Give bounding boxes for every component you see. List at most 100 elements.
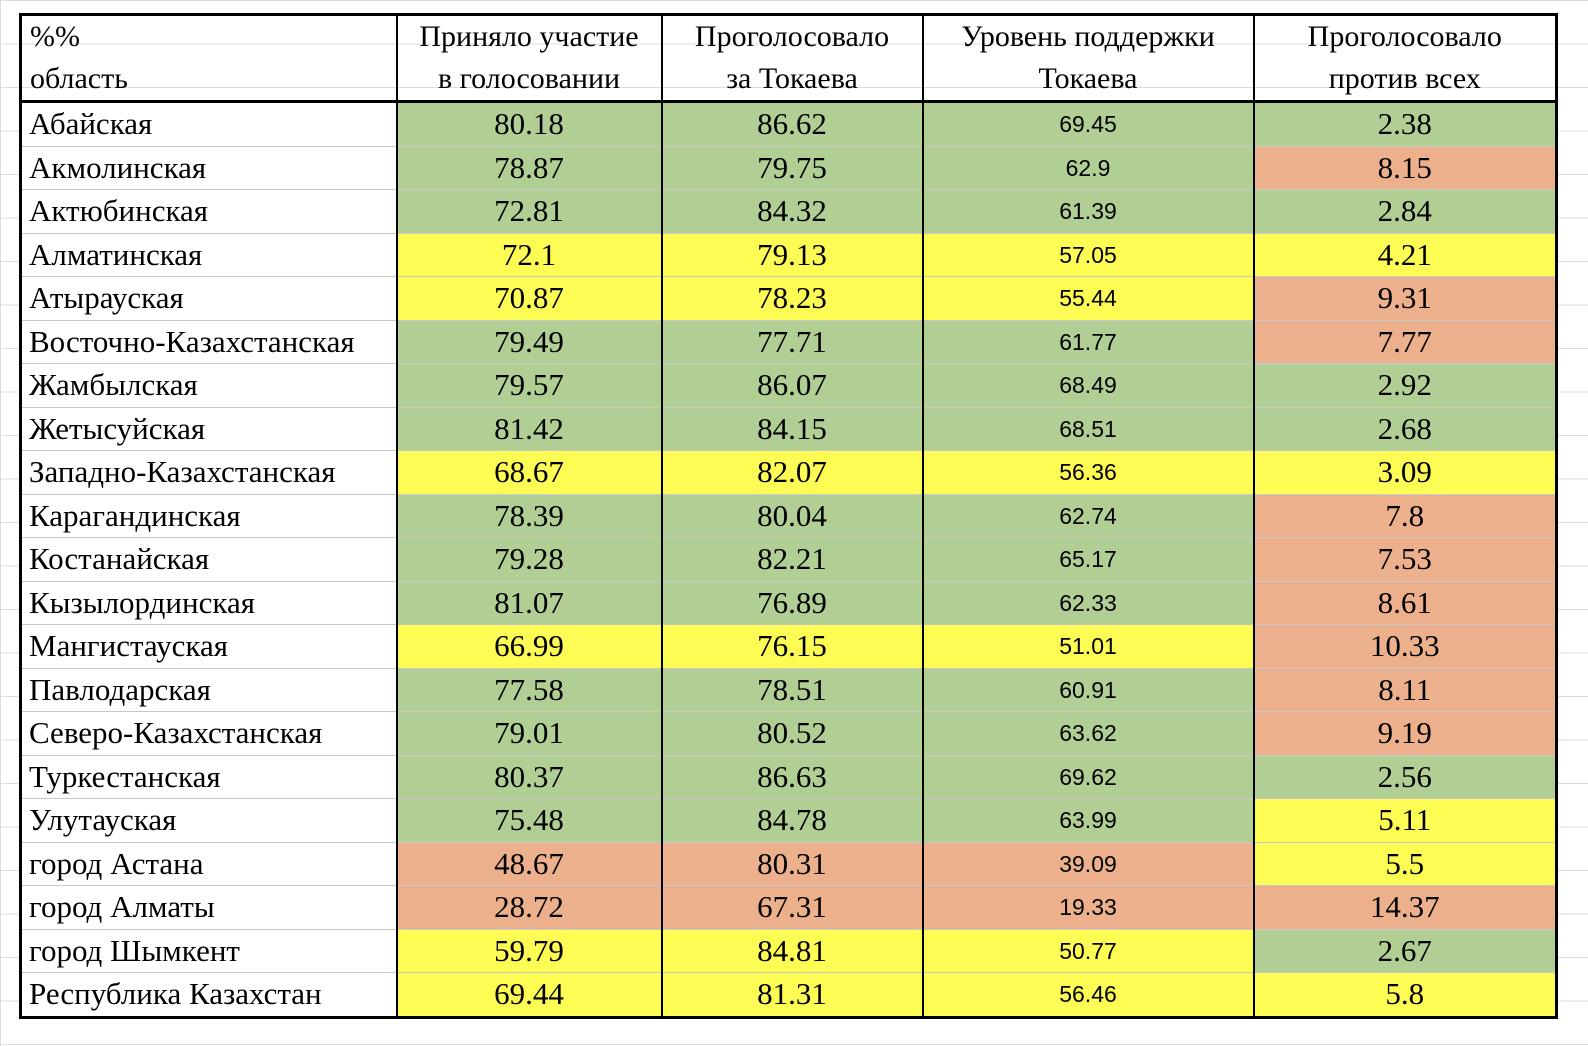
cell-voted-tokayev[interactable]: 82.21 <box>660 537 924 582</box>
cell-against-all[interactable]: 2.92 <box>1252 363 1558 408</box>
cell-region[interactable]: Республика Казахстан <box>19 972 398 1017</box>
cell-voted-tokayev[interactable]: 76.15 <box>660 624 924 669</box>
cell-turnout[interactable]: 72.1 <box>395 233 663 277</box>
cell-voted-tokayev[interactable]: 84.15 <box>660 407 924 451</box>
cell-support-level[interactable]: 62.9 <box>921 146 1255 190</box>
cell-voted-tokayev[interactable]: 78.23 <box>660 276 924 321</box>
cell-support-level[interactable]: 68.51 <box>921 407 1255 451</box>
cell-voted-tokayev[interactable]: 79.75 <box>660 146 924 190</box>
cell-support-level[interactable]: 61.39 <box>921 189 1255 234</box>
cell-region[interactable]: Мангистауская <box>19 624 398 669</box>
cell-against-all[interactable]: 5.11 <box>1252 798 1558 843</box>
cell-region[interactable]: Жетысуйская <box>19 407 398 451</box>
cell-turnout[interactable]: 79.49 <box>395 320 663 364</box>
cell-against-all[interactable]: 2.38 <box>1252 101 1558 147</box>
cell-support-level[interactable]: 60.91 <box>921 668 1255 712</box>
cell-against-all[interactable]: 8.15 <box>1252 146 1558 190</box>
cell-turnout[interactable]: 77.58 <box>395 668 663 712</box>
header-turnout[interactable]: Приняло участие в голосовании <box>395 14 663 103</box>
cell-against-all[interactable]: 5.5 <box>1252 842 1558 886</box>
cell-turnout[interactable]: 28.72 <box>395 885 663 930</box>
cell-region[interactable]: Абайская <box>19 101 398 147</box>
cell-region[interactable]: Жамбылская <box>19 363 398 408</box>
cell-support-level[interactable]: 62.74 <box>921 494 1255 538</box>
cell-turnout[interactable]: 59.79 <box>395 929 663 973</box>
cell-turnout[interactable]: 75.48 <box>395 798 663 843</box>
cell-voted-tokayev[interactable]: 81.31 <box>660 972 924 1017</box>
cell-region[interactable]: Костанайская <box>19 537 398 582</box>
cell-region[interactable]: Алматинская <box>19 233 398 277</box>
cell-support-level[interactable]: 69.62 <box>921 755 1255 799</box>
cell-against-all[interactable]: 3.09 <box>1252 450 1558 495</box>
cell-region[interactable]: город Астана <box>19 842 398 886</box>
cell-support-level[interactable]: 65.17 <box>921 537 1255 582</box>
cell-support-level[interactable]: 50.77 <box>921 929 1255 973</box>
cell-support-level[interactable]: 51.01 <box>921 624 1255 669</box>
cell-against-all[interactable]: 9.19 <box>1252 711 1558 756</box>
cell-against-all[interactable]: 14.37 <box>1252 885 1558 930</box>
cell-region[interactable]: Туркестанская <box>19 755 398 799</box>
header-against-all[interactable]: Проголосовало против всех <box>1252 14 1558 103</box>
cell-turnout[interactable]: 79.57 <box>395 363 663 408</box>
cell-support-level[interactable]: 56.36 <box>921 450 1255 495</box>
cell-voted-tokayev[interactable]: 84.78 <box>660 798 924 843</box>
cell-against-all[interactable]: 2.56 <box>1252 755 1558 799</box>
cell-against-all[interactable]: 9.31 <box>1252 276 1558 321</box>
cell-voted-tokayev[interactable]: 82.07 <box>660 450 924 495</box>
cell-region[interactable]: Акмолинская <box>19 146 398 190</box>
cell-against-all[interactable]: 7.77 <box>1252 320 1558 364</box>
cell-turnout[interactable]: 78.87 <box>395 146 663 190</box>
cell-voted-tokayev[interactable]: 80.04 <box>660 494 924 538</box>
cell-region[interactable]: город Шымкент <box>19 929 398 973</box>
cell-against-all[interactable]: 5.8 <box>1252 972 1558 1017</box>
cell-turnout[interactable]: 80.18 <box>395 101 663 147</box>
cell-region[interactable]: город Алматы <box>19 885 398 930</box>
cell-against-all[interactable]: 8.11 <box>1252 668 1558 712</box>
cell-voted-tokayev[interactable]: 78.51 <box>660 668 924 712</box>
cell-support-level[interactable]: 61.77 <box>921 320 1255 364</box>
cell-turnout[interactable]: 69.44 <box>395 972 663 1017</box>
cell-voted-tokayev[interactable]: 86.07 <box>660 363 924 408</box>
cell-region[interactable]: Улутауская <box>19 798 398 843</box>
cell-against-all[interactable]: 4.21 <box>1252 233 1558 277</box>
cell-against-all[interactable]: 2.67 <box>1252 929 1558 973</box>
cell-voted-tokayev[interactable]: 86.63 <box>660 755 924 799</box>
cell-turnout[interactable]: 81.42 <box>395 407 663 451</box>
header-voted-tokayev[interactable]: Проголосовало за Токаева <box>660 14 924 103</box>
cell-turnout[interactable]: 80.37 <box>395 755 663 799</box>
cell-support-level[interactable]: 62.33 <box>921 581 1255 625</box>
cell-region[interactable]: Атырауская <box>19 276 398 321</box>
cell-against-all[interactable]: 10.33 <box>1252 624 1558 669</box>
cell-turnout[interactable]: 72.81 <box>395 189 663 234</box>
cell-against-all[interactable]: 7.53 <box>1252 537 1558 582</box>
cell-region[interactable]: Карагандинская <box>19 494 398 538</box>
cell-voted-tokayev[interactable]: 84.81 <box>660 929 924 973</box>
cell-region[interactable]: Павлодарская <box>19 668 398 712</box>
cell-voted-tokayev[interactable]: 84.32 <box>660 189 924 234</box>
cell-turnout[interactable]: 66.99 <box>395 624 663 669</box>
cell-region[interactable]: Западно-Казахстанская <box>19 450 398 495</box>
cell-against-all[interactable]: 8.61 <box>1252 581 1558 625</box>
cell-turnout[interactable]: 68.67 <box>395 450 663 495</box>
cell-voted-tokayev[interactable]: 76.89 <box>660 581 924 625</box>
cell-support-level[interactable]: 69.45 <box>921 101 1255 147</box>
cell-voted-tokayev[interactable]: 67.31 <box>660 885 924 930</box>
cell-region[interactable]: Кызылординская <box>19 581 398 625</box>
cell-against-all[interactable]: 2.68 <box>1252 407 1558 451</box>
cell-turnout[interactable]: 70.87 <box>395 276 663 321</box>
cell-region[interactable]: Северо-Казахстанская <box>19 711 398 756</box>
cell-support-level[interactable]: 63.62 <box>921 711 1255 756</box>
cell-support-level[interactable]: 63.99 <box>921 798 1255 843</box>
cell-support-level[interactable]: 39.09 <box>921 842 1255 886</box>
cell-turnout[interactable]: 81.07 <box>395 581 663 625</box>
cell-against-all[interactable]: 7.8 <box>1252 494 1558 538</box>
cell-support-level[interactable]: 55.44 <box>921 276 1255 321</box>
cell-support-level[interactable]: 56.46 <box>921 972 1255 1017</box>
header-region[interactable]: %% область <box>19 14 398 103</box>
cell-turnout[interactable]: 79.01 <box>395 711 663 756</box>
cell-support-level[interactable]: 68.49 <box>921 363 1255 408</box>
cell-against-all[interactable]: 2.84 <box>1252 189 1558 234</box>
cell-region[interactable]: Актюбинская <box>19 189 398 234</box>
cell-voted-tokayev[interactable]: 86.62 <box>660 101 924 147</box>
cell-turnout[interactable]: 79.28 <box>395 537 663 582</box>
